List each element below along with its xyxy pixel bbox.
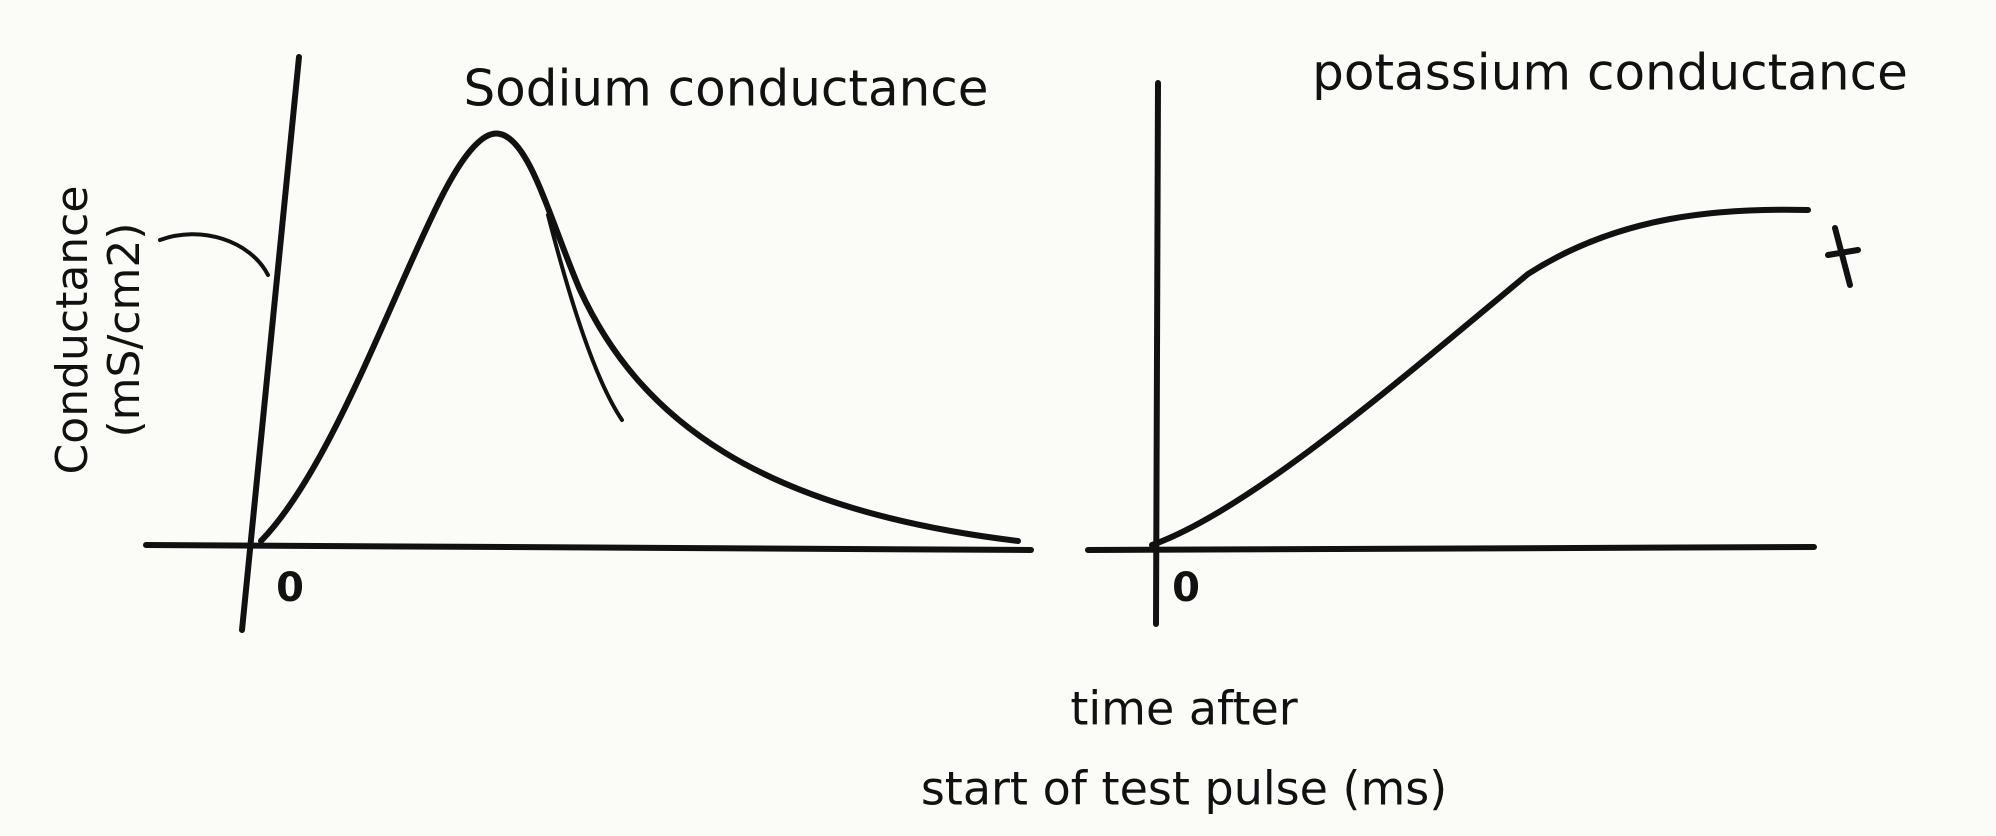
asterisk bbox=[1825, 225, 1861, 288]
sketch-stroke bbox=[546, 213, 624, 422]
bracket bbox=[158, 232, 270, 277]
x-label: time after bbox=[1070, 682, 1297, 736]
panel-title: potassium conductance bbox=[1312, 44, 1908, 102]
y-label-group: Conductance (mS/cm2) bbox=[47, 186, 150, 475]
x-axis bbox=[143, 542, 1034, 553]
y-axis bbox=[1153, 80, 1161, 627]
sodium-curve bbox=[258, 130, 1021, 544]
y-unit: (mS/cm2) bbox=[99, 223, 150, 438]
potassium-curve bbox=[1149, 206, 1811, 548]
origin-label: 0 bbox=[276, 565, 304, 611]
x-axis bbox=[1085, 544, 1817, 553]
y-label: Conductance bbox=[47, 186, 98, 475]
x-label: start of test pulse (ms) bbox=[921, 762, 1447, 816]
panel-title: Sodium conductance bbox=[463, 60, 988, 118]
y-axis bbox=[239, 54, 302, 633]
origin-label: 0 bbox=[1172, 565, 1200, 611]
